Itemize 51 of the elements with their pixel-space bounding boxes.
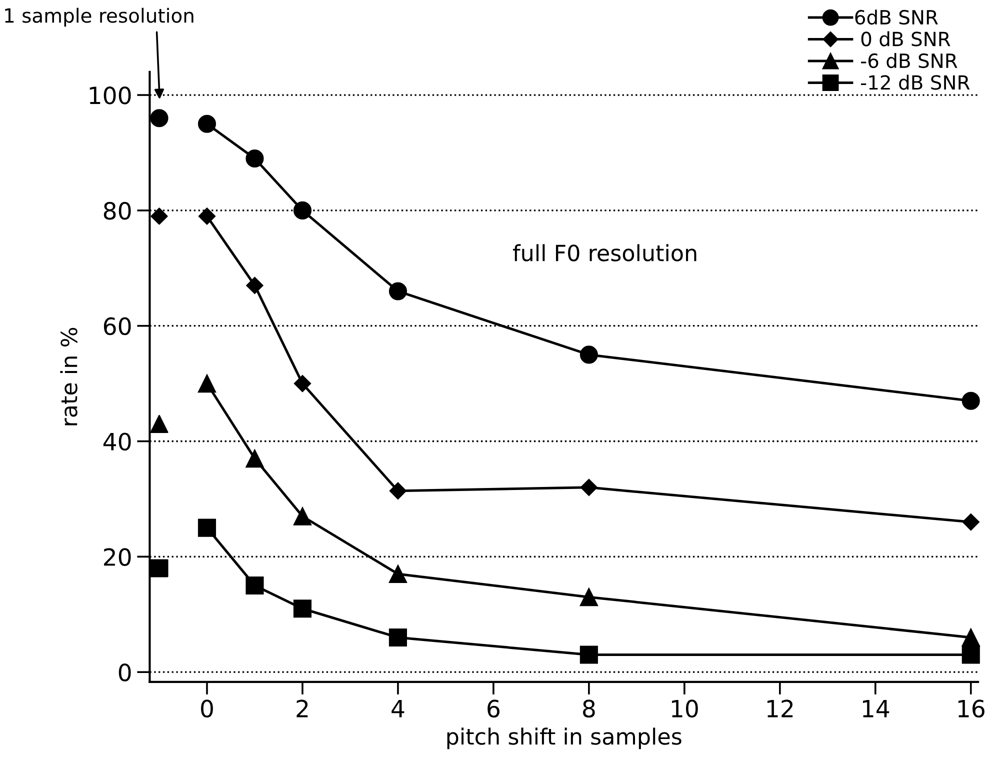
point	[962, 514, 980, 531]
legend-label: 6dB SNR	[855, 10, 938, 25]
point	[150, 109, 168, 128]
x-tick-label: 14	[862, 700, 890, 718]
point	[580, 478, 598, 496]
point	[198, 208, 216, 225]
point	[962, 628, 980, 646]
point	[294, 375, 312, 392]
y-tick-label: 80	[104, 202, 131, 220]
point	[388, 628, 407, 646]
point	[389, 482, 407, 500]
point	[246, 450, 264, 468]
point	[962, 646, 980, 664]
point	[198, 114, 216, 133]
point	[246, 576, 264, 595]
x-tick-label: 12	[767, 700, 793, 718]
point	[198, 518, 216, 537]
x-tick-label: 10	[672, 700, 698, 718]
point	[580, 588, 598, 606]
point	[246, 149, 264, 168]
point	[388, 282, 407, 300]
legend-label: 0 dB SNR	[861, 31, 950, 46]
y-tick-label: 60	[104, 317, 131, 336]
x-tick-label: 6	[488, 700, 500, 718]
point	[150, 208, 168, 225]
point	[388, 564, 407, 584]
point	[293, 600, 312, 618]
x-tick-label: 8	[583, 700, 595, 718]
x-tick-label: 2	[296, 700, 308, 718]
point	[293, 201, 312, 220]
x-tick-label: 4	[392, 700, 404, 718]
point	[580, 646, 598, 664]
y-axis-title: rate in %	[60, 328, 78, 426]
point	[150, 559, 168, 578]
point	[962, 392, 980, 410]
point	[150, 414, 168, 433]
point	[580, 346, 598, 364]
text: 1 sample resolution	[5, 8, 194, 27]
y-tick-label: 20	[104, 548, 131, 566]
point	[293, 507, 312, 526]
point	[198, 374, 216, 393]
legend-label: -12 dB SNR	[861, 74, 970, 90]
y-tick-label: 40	[103, 432, 131, 451]
point	[246, 276, 264, 294]
x-tick-label: 0	[201, 700, 213, 718]
y-tick-label: 100	[90, 86, 131, 104]
legend-label: -6 dB SNR	[861, 53, 958, 68]
x-axis-title: pitch shift in samples	[447, 728, 682, 750]
x-tick-label: 16	[958, 700, 984, 718]
annotation: full F0 resolution	[512, 244, 696, 262]
y-tick-label: 0	[118, 664, 131, 682]
